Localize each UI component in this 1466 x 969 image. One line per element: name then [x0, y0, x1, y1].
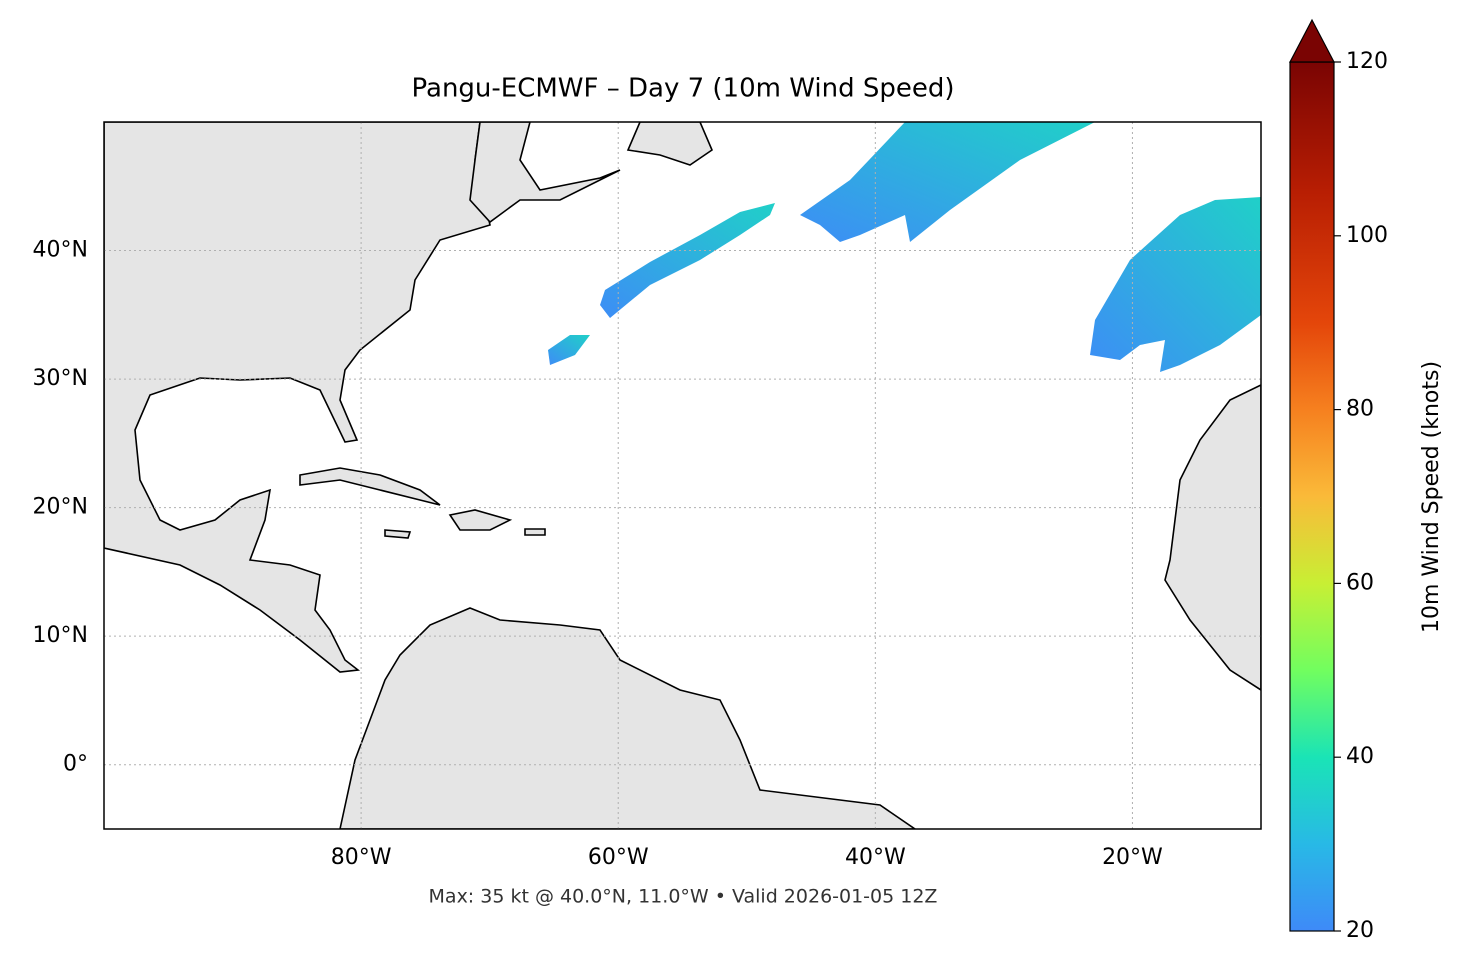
x-tick-label: 60°W [588, 845, 649, 870]
footer: Max: 35 kt @ 40.0°N, 11.0°W • Valid 2026… [429, 886, 938, 908]
hispaniola [448, 509, 513, 531]
colorbar-tick-label: 120 [1346, 49, 1388, 74]
colorbar-label: 10m Wind Speed (knots) [1419, 361, 1444, 633]
y-tick-label: 0° [63, 752, 88, 777]
wind-field [600, 203, 775, 318]
x-tick-label: 20°W [1102, 845, 1163, 870]
colorbar-extend [1289, 18, 1335, 63]
y-tick-label: 10°N [33, 623, 88, 648]
wind-field [800, 122, 1095, 242]
map-title: Pangu-ECMWF – Day 7 (10m Wind Speed) [412, 74, 955, 104]
puerto-rico [524, 528, 546, 536]
colorbar-tick-label: 20 [1346, 918, 1374, 943]
x-tick-label: 40°W [845, 845, 906, 870]
colorbar-tick-label: 100 [1346, 223, 1388, 248]
south-america [339, 607, 917, 829]
x-tick-label: 80°W [331, 845, 392, 870]
colorbar [1289, 61, 1335, 932]
jamaica [384, 529, 412, 539]
y-tick-label: 30°N [33, 366, 88, 391]
colorbar-tick-label: 80 [1346, 397, 1374, 422]
canada-maritimes [469, 122, 621, 224]
north-america [104, 122, 491, 673]
colorbar-tick-label: 40 [1346, 744, 1374, 769]
cuba [299, 467, 441, 506]
newfoundland [626, 122, 713, 166]
map-area [104, 122, 1261, 829]
africa [1164, 384, 1261, 691]
y-tick-label: 20°N [33, 495, 88, 520]
wind-field [1090, 197, 1261, 372]
wind-field [548, 335, 590, 365]
colorbar-tick-label: 60 [1346, 570, 1374, 595]
map-frame [103, 121, 1262, 830]
y-tick-label: 40°N [33, 238, 88, 263]
